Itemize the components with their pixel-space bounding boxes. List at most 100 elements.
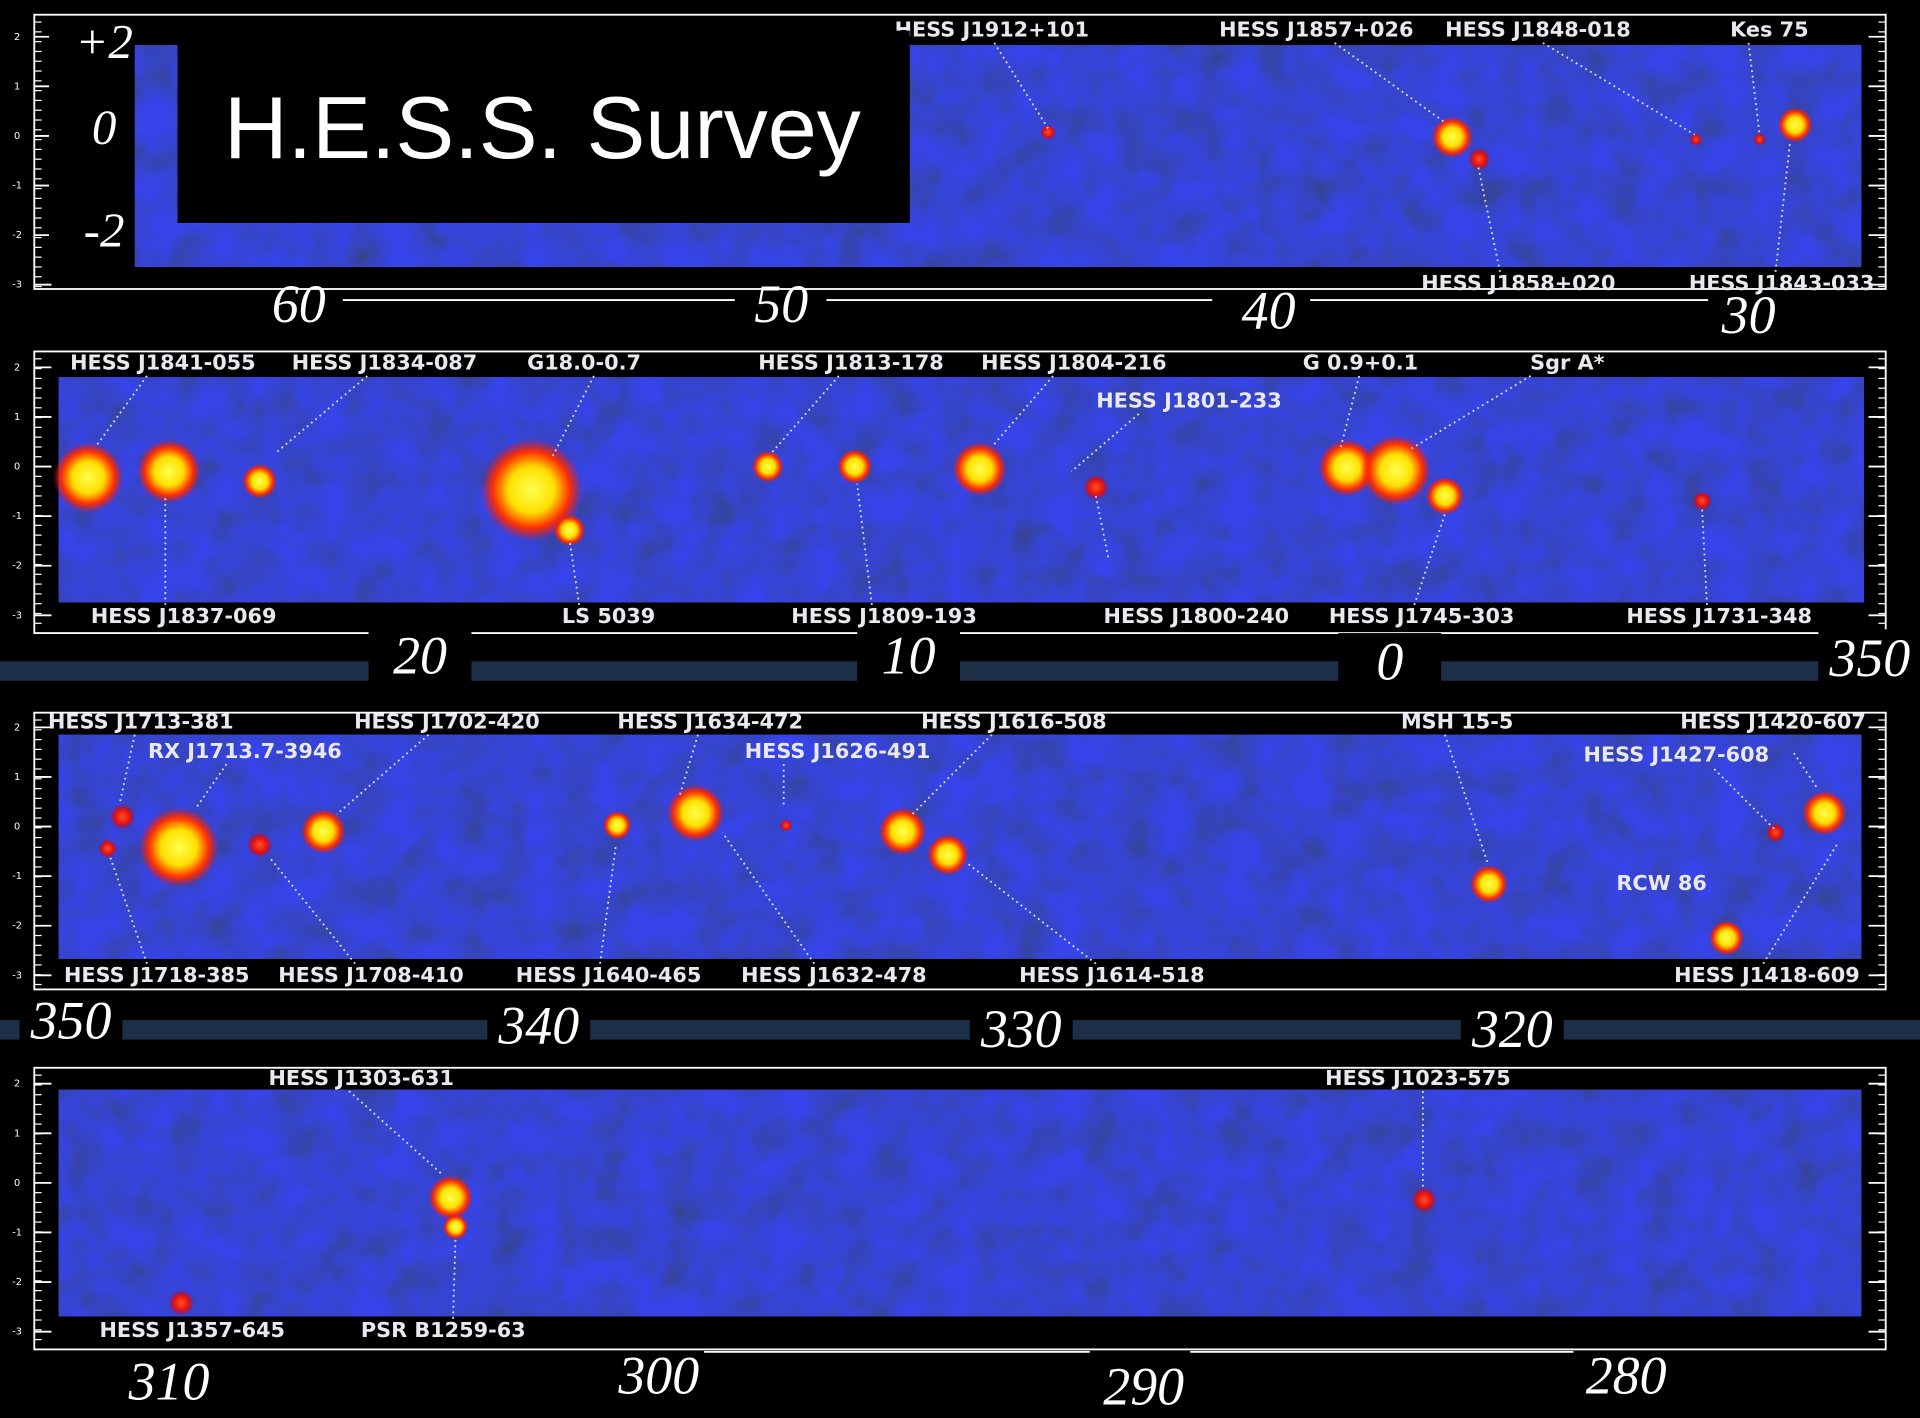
source-blob [301,809,346,854]
source-label: RCW 86 [1616,871,1706,895]
source-label: Kes 75 [1730,18,1808,42]
latitude-label: +2 [75,14,133,69]
source-blob [1361,435,1431,505]
source-blob [110,804,135,829]
longitude-label: 280 [1586,1346,1667,1406]
source-label: HESS J1626-491 [745,739,931,763]
panel: 210-1-2-3310300290280HESS J1303-631HESS … [12,1066,1885,1417]
source-label: HESS J1912+101 [895,18,1089,42]
layer: 210-1-2-360504030HESS J1912+101HESS J185… [0,14,1920,1417]
lat-tick-label: 0 [14,462,20,473]
source-label: HESS J1801-233 [1096,389,1282,413]
map-noise [59,377,1864,602]
lat-tick-label: -3 [12,970,22,981]
source-label: HESS J1858+020 [1421,271,1615,295]
source-label: HESS J1357-645 [99,1318,285,1342]
longitude-label: 0 [1376,632,1403,692]
source-blob [667,784,724,841]
source-label: Sgr A* [1530,351,1604,375]
longitude-label: 350 [1828,628,1910,688]
source-blob [139,808,219,888]
survey-map: 210-1-2-360504030HESS J1912+101HESS J185… [0,0,1920,1418]
source-blob [1411,1187,1436,1212]
source-label: HESS J1813-178 [758,351,944,375]
source-blob [247,832,272,857]
source-label: HESS J1023-575 [1325,1066,1511,1090]
longitude-label: 320 [1471,999,1553,1059]
source-blob [98,839,117,858]
source-blob [780,819,793,832]
latitude-label: 0 [92,99,116,154]
longitude-label: 20 [393,626,447,686]
source-label: G18.0-0.7 [527,351,641,375]
longitude-label: 50 [754,274,808,334]
longitude-label: 60 [272,274,326,334]
longitude-label: 10 [882,626,936,686]
longitude-label: 310 [128,1352,210,1412]
source-label: HESS J1303-631 [268,1066,454,1090]
lat-tick-label: -2 [12,921,22,932]
source-blob [1802,791,1847,836]
source-label: HESS J1843-033 [1689,271,1875,295]
source-label: PSR B1259-63 [361,1318,526,1342]
source-blob [53,443,123,513]
source-blob [1432,116,1473,157]
source-blob [953,442,1007,496]
source-label: HESS J1745-303 [1329,604,1515,628]
longitude-label: 350 [30,991,112,1051]
longitude-label: 290 [1103,1357,1184,1417]
lat-tick-label: -1 [12,1227,22,1238]
source-blob [879,808,927,856]
lat-tick-label: -2 [12,1277,22,1288]
lat-tick-label: -1 [12,181,22,192]
source-blob [752,451,784,483]
source-label: HESS J1834-087 [292,351,478,375]
lat-tick-label: 2 [14,362,20,373]
source-label: HESS J1708-410 [278,963,464,987]
lat-tick-label: -2 [12,230,22,241]
source-label: HESS J1800-240 [1104,604,1290,628]
source-blob [603,811,632,840]
lat-tick-label: -1 [12,511,22,522]
source-blob [137,440,201,504]
source-label: G 0.9+0.1 [1303,351,1418,375]
source-blob [1690,133,1703,146]
source-blob [168,1290,193,1315]
source-label: HESS J1420-607 [1680,709,1866,733]
source-blob [927,834,968,875]
lat-tick-label: 0 [14,131,20,142]
source-label: HESS J1848-018 [1445,18,1631,42]
longitude-label: 340 [497,995,579,1055]
source-label: HESS J1427-608 [1584,743,1770,767]
source-blob [1753,133,1766,146]
lat-tick-label: 2 [14,1079,20,1090]
latitude-label: -2 [84,202,125,257]
source-blob [242,464,277,499]
source-label: HESS J1632-478 [741,963,927,987]
band [0,1020,1920,1040]
source-blob [837,449,872,484]
lat-tick-label: -3 [12,610,22,621]
lat-tick-label: 1 [14,81,20,92]
longitude-label: 330 [980,999,1062,1059]
source-blob [1709,920,1744,955]
source-label: HESS J1702-420 [354,709,540,733]
source-blob [1470,865,1508,903]
source-label: RX J1713.7-3946 [148,739,342,763]
source-blob [1426,477,1464,515]
source-label: HESS J1804-216 [981,351,1167,375]
source-label: HESS J1418-609 [1674,963,1860,987]
source-label: HESS J1616-508 [921,709,1107,733]
source-label: HESS J1614-518 [1019,963,1205,987]
source-blob [1778,107,1813,142]
lat-tick-label: 1 [14,412,20,423]
source-blob [428,1175,473,1220]
source-label: HESS J1841-055 [70,351,256,375]
source-blob [1040,124,1056,140]
source-label: MSH 15-5 [1401,709,1513,733]
lat-tick-label: 1 [14,1128,20,1139]
source-label: HESS J1857+026 [1219,18,1413,42]
source-label: HESS J1731-348 [1626,604,1812,628]
source-blob [1766,823,1785,842]
